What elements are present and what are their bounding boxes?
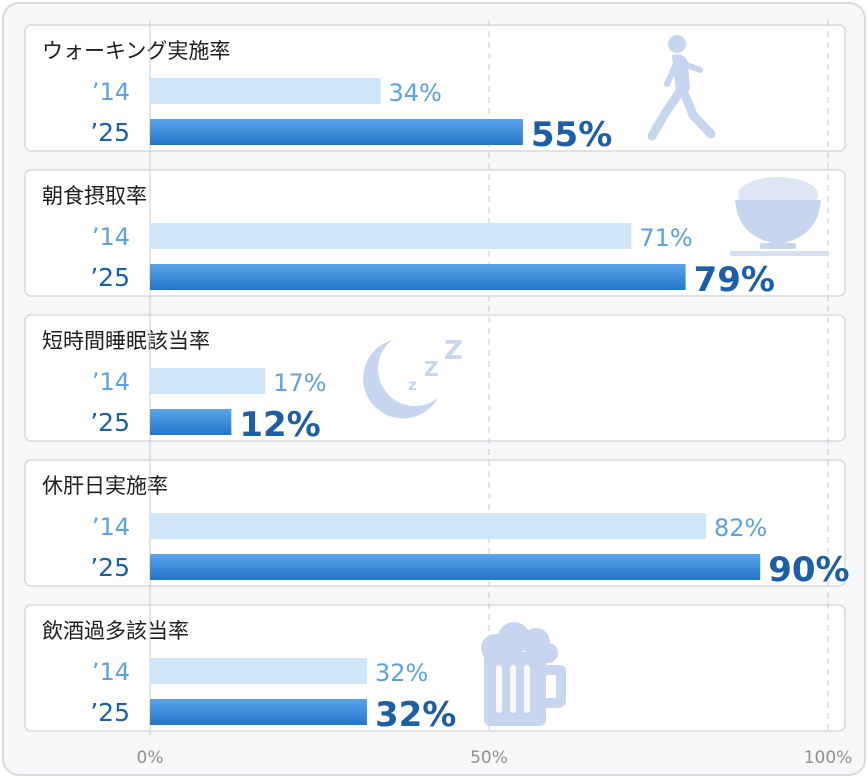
year-label-25: ’25 <box>90 118 130 147</box>
value-label-2025: 12% <box>239 405 320 445</box>
value-label-2025: 79% <box>694 260 775 300</box>
value-label-2014: 71% <box>639 224 692 252</box>
value-label-2025: 90% <box>768 550 849 590</box>
bar-2025 <box>150 264 686 290</box>
category-title: 休肝日実施率 <box>42 474 168 498</box>
bar-2014 <box>150 368 266 394</box>
category-title: 短時間睡眠該当率 <box>42 329 210 353</box>
bar-2025 <box>150 699 367 725</box>
bar-2014 <box>150 223 632 249</box>
bar-2025 <box>150 119 523 145</box>
walking-person-icon <box>647 35 716 141</box>
bar-2014 <box>150 513 706 539</box>
year-label-14: ’14 <box>92 368 130 396</box>
value-label-2025: 32% <box>375 695 456 735</box>
x-tick-label: 0% <box>137 748 164 768</box>
year-label-25: ’25 <box>90 408 130 437</box>
year-label-14: ’14 <box>92 658 130 686</box>
year-label-25: ’25 <box>90 553 130 582</box>
x-tick-label: 100% <box>804 748 853 768</box>
year-label-14: ’14 <box>92 223 130 251</box>
rice-bowl-icon <box>730 177 828 256</box>
bar-2025 <box>150 554 761 580</box>
svg-text:Z: Z <box>424 357 439 381</box>
year-label-14: ’14 <box>92 78 130 106</box>
category-title: 飲酒過多該当率 <box>42 619 189 643</box>
moon-sleep-icon: ZZz <box>363 336 463 419</box>
value-label-2025: 55% <box>531 115 612 155</box>
value-label-2014: 34% <box>389 79 442 107</box>
bar-2014 <box>150 78 381 104</box>
beer-mug-icon <box>481 622 566 726</box>
value-label-2014: 32% <box>375 659 428 687</box>
category-title: 朝食摂取率 <box>42 184 147 208</box>
svg-text:Z: Z <box>444 336 463 366</box>
bar-2014 <box>150 658 367 684</box>
svg-text:z: z <box>408 376 417 394</box>
bar-2025 <box>150 409 232 435</box>
year-label-14: ’14 <box>92 513 130 541</box>
year-label-25: ’25 <box>90 263 130 292</box>
category-title: ウォーキング実施率 <box>42 39 230 63</box>
year-label-25: ’25 <box>90 698 130 727</box>
value-label-2014: 82% <box>714 514 767 542</box>
x-tick-label: 50% <box>470 748 508 768</box>
value-label-2014: 17% <box>273 369 326 397</box>
